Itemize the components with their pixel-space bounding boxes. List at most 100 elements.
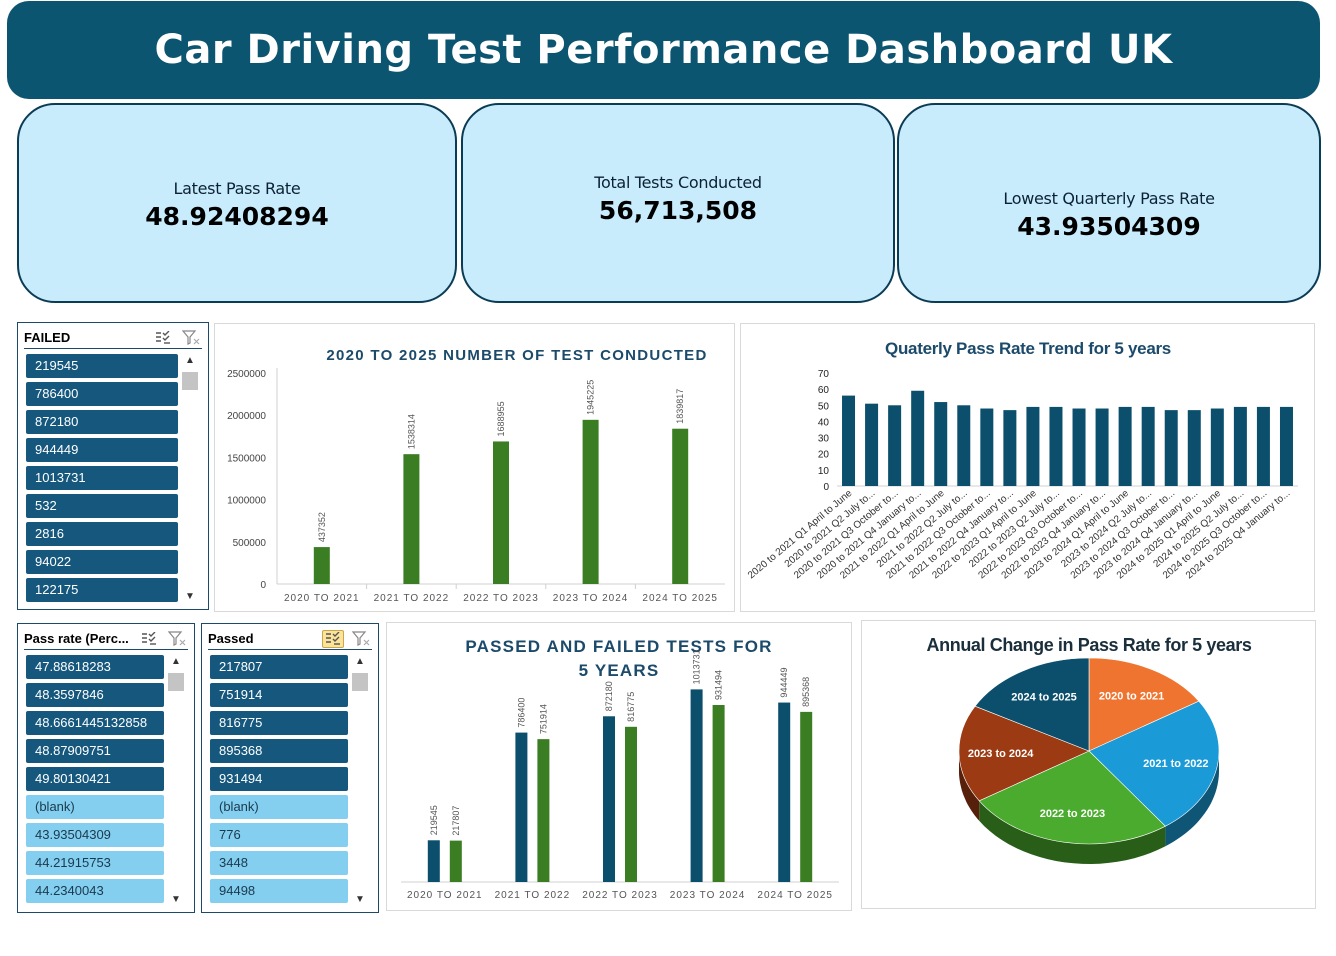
- data-label: 931494: [714, 670, 724, 700]
- scroll-up-icon[interactable]: ▲: [185, 355, 195, 366]
- bar: [1187, 410, 1201, 486]
- bar: [1049, 406, 1063, 486]
- slicer-item[interactable]: 122175: [26, 578, 178, 602]
- data-label: 437352: [317, 512, 327, 542]
- bar: [449, 840, 462, 882]
- y-tick-label: 60: [818, 385, 830, 396]
- pass-rate-slicer[interactable]: Pass rate (Perc... 47.88618283 48.3597846 4…: [17, 623, 195, 913]
- clear-filter-icon[interactable]: [350, 630, 372, 648]
- kpi-value: 56,713,508: [598, 196, 758, 225]
- slicer-item[interactable]: 532: [26, 494, 178, 518]
- kpi-label: Latest Pass Rate: [173, 179, 301, 198]
- slicer-item[interactable]: 895368: [210, 739, 348, 763]
- slicer-scrollbar[interactable]: ▲ ▼: [182, 354, 198, 604]
- scroll-thumb[interactable]: [182, 372, 198, 390]
- bar: [1072, 408, 1086, 486]
- data-label: 1538314: [406, 414, 416, 449]
- failed-slicer[interactable]: FAILED 219545 786400 872180 944449 1013731 532…: [17, 322, 209, 610]
- slicer-item[interactable]: 786400: [26, 382, 178, 406]
- bar: [1233, 406, 1247, 486]
- slicer-item[interactable]: 44.21915753: [26, 851, 164, 875]
- multi-select-icon[interactable]: [152, 329, 174, 347]
- slicer-item[interactable]: 48.6661445132858: [26, 711, 164, 735]
- slicer-item[interactable]: (blank): [26, 795, 164, 819]
- bar: [690, 689, 703, 882]
- slicer-item[interactable]: 1013731: [26, 466, 178, 490]
- slicer-item[interactable]: 94498: [210, 879, 348, 903]
- slicer-title: Passed: [208, 631, 254, 646]
- slicer-scrollbar[interactable]: ▲ ▼: [168, 655, 184, 907]
- x-tick-label: 2022 TO 2023: [463, 593, 539, 604]
- x-tick-label: 2021 TO 2022: [495, 890, 571, 901]
- slicer-scrollbar[interactable]: ▲ ▼: [352, 655, 368, 907]
- bar: [313, 547, 330, 584]
- x-tick-label: 2020 TO 2021: [407, 890, 483, 901]
- multi-select-icon[interactable]: [138, 630, 160, 648]
- x-tick-label: 2022 TO 2023: [582, 890, 658, 901]
- slicer-item[interactable]: 751914: [210, 683, 348, 707]
- bar: [1141, 406, 1155, 486]
- scroll-up-icon[interactable]: ▲: [355, 656, 365, 667]
- data-label: 786400: [516, 698, 526, 728]
- data-label: 1013731: [692, 649, 702, 684]
- y-tick-label: 20: [818, 450, 830, 461]
- y-tick-label: 70: [818, 369, 830, 380]
- pie-slice-side: [979, 800, 1166, 864]
- multi-select-icon[interactable]: [322, 629, 344, 648]
- kpi-value: 48.92408294: [145, 202, 329, 231]
- bar: [427, 840, 440, 882]
- dashboard-title: Car Driving Test Performance Dashboard U…: [154, 27, 1173, 73]
- scroll-down-icon[interactable]: ▼: [355, 894, 365, 905]
- bar: [1256, 406, 1270, 486]
- slicer-header: Passed: [208, 628, 372, 650]
- slicer-item[interactable]: 47.88618283: [26, 655, 164, 679]
- bar: [934, 402, 948, 486]
- scroll-thumb[interactable]: [352, 673, 368, 691]
- slicer-item[interactable]: 944449: [26, 438, 178, 462]
- clear-filter-icon[interactable]: [180, 329, 202, 347]
- scroll-up-icon[interactable]: ▲: [171, 656, 181, 667]
- pie-slice: [958, 705, 1090, 802]
- scroll-down-icon[interactable]: ▼: [171, 894, 181, 905]
- data-label: 1839817: [675, 389, 685, 424]
- scroll-thumb[interactable]: [168, 673, 184, 691]
- slicer-item[interactable]: 816775: [210, 711, 348, 735]
- bar: [1279, 406, 1293, 486]
- slicer-item[interactable]: 48.87909751: [26, 739, 164, 763]
- bar: [980, 408, 994, 486]
- y-tick-label: 2000000: [227, 411, 266, 422]
- slicer-item[interactable]: 2816: [26, 522, 178, 546]
- pie-label: 2022 to 2023: [1040, 808, 1105, 820]
- chart-title: Quaterly Pass Rate Trend for 5 years: [885, 339, 1171, 358]
- y-tick-label: 1000000: [227, 496, 266, 507]
- bar: [957, 405, 971, 486]
- bar: [515, 732, 528, 882]
- slicer-item[interactable]: 3448: [210, 851, 348, 875]
- slicer-item[interactable]: (blank): [210, 795, 348, 819]
- slicer-item[interactable]: 94022: [26, 550, 178, 574]
- slicer-item[interactable]: 872180: [26, 410, 178, 434]
- slicer-item[interactable]: 48.3597846: [26, 683, 164, 707]
- pie-label: 2020 to 2021: [1099, 691, 1164, 703]
- bar: [800, 711, 813, 882]
- slicer-header: FAILED: [24, 327, 202, 349]
- bar: [911, 390, 925, 486]
- chart-title: 2020 TO 2025 NUMBER OF TEST CONDUCTED: [326, 347, 707, 364]
- slicer-item[interactable]: 219545: [26, 354, 178, 378]
- slicer-item[interactable]: 931494: [210, 767, 348, 791]
- x-tick-label: 2023 TO 2024: [670, 890, 746, 901]
- kpi-lowest-quarterly: Lowest Quarterly Pass Rate 43.93504309: [897, 103, 1321, 303]
- slicer-item[interactable]: 776: [210, 823, 348, 847]
- bar: [1026, 406, 1040, 486]
- slicer-item[interactable]: 43.93504309: [26, 823, 164, 847]
- y-tick-label: 40: [818, 417, 830, 428]
- bar: [403, 454, 420, 584]
- slicer-item[interactable]: 49.80130421: [26, 767, 164, 791]
- slicer-item[interactable]: 44.2340043: [26, 879, 164, 903]
- kpi-total-tests: Total Tests Conducted 56,713,508: [461, 103, 895, 303]
- passed-slicer[interactable]: Passed 217807 751914 816775 895368 931494 (bla…: [201, 623, 379, 913]
- data-label: 816775: [626, 692, 636, 722]
- scroll-down-icon[interactable]: ▼: [185, 591, 195, 602]
- slicer-item[interactable]: 217807: [210, 655, 348, 679]
- clear-filter-icon[interactable]: [166, 630, 188, 648]
